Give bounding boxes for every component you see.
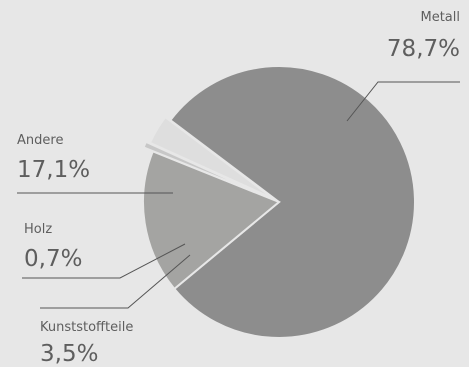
leader-line-kunststoffteile [40,254,191,309]
label-andere: Andere [17,133,63,148]
label-metall: Metall [420,10,460,25]
pie-slice-andere [142,150,281,291]
leader-line-holz [22,243,186,279]
value-metall: 78,7% [387,36,460,62]
leader-line-metall [346,81,460,122]
label-kunststoffteile: Kunststoffteile [40,320,133,335]
pie-slice-metall [168,65,416,339]
value-holz: 0,7% [24,246,82,272]
label-holz: Holz [24,222,52,237]
pie-slice-kunststoffteile [148,115,275,200]
value-kunststoffteile: 3,5% [40,341,98,367]
pie-slice-holz [142,140,271,199]
pie-slices [142,65,416,339]
value-andere: 17,1% [17,157,90,183]
